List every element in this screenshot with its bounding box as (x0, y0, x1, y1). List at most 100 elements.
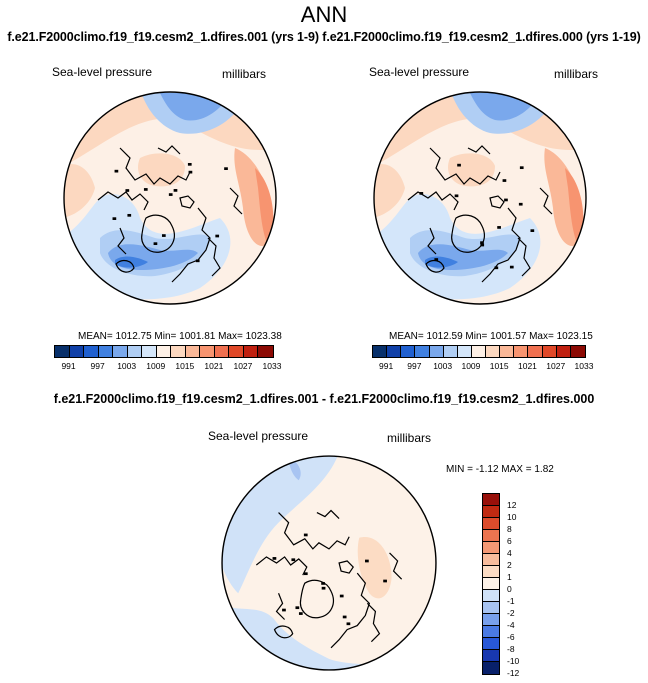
cases-header: f.e21.F2000climo.f19_f19.cesm2_1.dfires.… (7, 30, 641, 44)
map-boundary (63, 91, 277, 305)
colorbar-tick-label: 1009 (146, 361, 166, 371)
colorbar-swatch (55, 346, 70, 357)
island-mark (298, 612, 303, 615)
coastline-path (539, 187, 553, 215)
coastline-path (316, 509, 340, 520)
colorbar-swatch (483, 566, 499, 578)
island-mark (346, 622, 351, 626)
island-mark (114, 169, 119, 173)
colorbar-tick-label: 1009 (461, 361, 481, 371)
figure-title: ANN (300, 2, 348, 27)
colorbar-swatch (500, 346, 515, 357)
coastline-path (97, 191, 149, 211)
island-mark (419, 192, 424, 195)
colorbar-tick-label: 0 (507, 584, 512, 594)
colorbar-swatch (401, 346, 416, 357)
panel3-variable-label: Sea-level pressure (208, 429, 309, 443)
colorbar-swatch (142, 346, 157, 357)
contour-region (64, 164, 95, 218)
colorbar-swatch (483, 494, 499, 506)
coastlines (255, 509, 403, 649)
colorbar-tick-label: 1027 (233, 361, 253, 371)
colorbar-tick-label: 2 (507, 560, 512, 570)
island-mark (518, 202, 523, 206)
colorbar-swatch (483, 578, 499, 590)
colorbar-swatch (483, 662, 499, 674)
coastline-path (451, 214, 485, 253)
panel2-colorbar (372, 345, 586, 358)
coastline-path (425, 259, 445, 273)
island-mark (295, 606, 300, 610)
colorbar-swatch (113, 346, 128, 357)
colorbar-tick-label: 1021 (517, 361, 537, 371)
contour-region (425, 256, 458, 268)
difference-polar-map (221, 455, 437, 671)
colorbar-swatch (483, 506, 499, 518)
map-fill-layer (222, 456, 436, 670)
island-mark (188, 170, 193, 174)
colorbar-tick-label: -4 (507, 620, 515, 630)
colorbar-swatch (200, 346, 215, 357)
island-mark (519, 166, 524, 170)
island-mark (153, 242, 158, 246)
coastline-path (255, 556, 308, 576)
coastline-path (275, 593, 286, 620)
island-mark (303, 533, 308, 537)
coastline-path (141, 214, 175, 253)
island-mark (161, 234, 166, 237)
coastline-path (481, 207, 521, 283)
coastline-path (429, 147, 501, 185)
colorbar-swatch (457, 346, 472, 357)
map-fill-layer (374, 92, 586, 304)
colorbar-swatch (514, 346, 529, 357)
coastline-path (330, 572, 371, 649)
colorbar-tick-label: 6 (507, 536, 512, 546)
panel2-variable-label: Sea-level pressure (369, 65, 470, 79)
colorbar-swatch (483, 638, 499, 650)
island-mark (365, 559, 369, 563)
island-mark (224, 167, 228, 170)
coastline-path (427, 227, 437, 255)
island-mark (112, 217, 117, 220)
island-mark (187, 162, 192, 166)
island-mark (457, 163, 461, 167)
contour-region (374, 164, 405, 218)
difference-colorbar-ticks: 12 10 8 6 4 2 1 0 -1 -2 -4 -6 -8 -10 -12 (507, 493, 537, 678)
island-mark (339, 594, 344, 598)
panel3-stats: MIN = -1.12 MAX = 1.82 (446, 464, 554, 475)
island-mark (504, 198, 508, 202)
colorbar-tick-label: 8 (507, 524, 512, 534)
colorbar-swatch (486, 346, 501, 357)
coastline-path (389, 552, 403, 580)
island-mark (303, 572, 308, 576)
colorbar-swatch (243, 346, 259, 357)
panel1-colorbar (54, 345, 274, 358)
island-mark (195, 259, 200, 263)
colorbar-tick-label: -1 (507, 596, 515, 606)
island-mark (173, 189, 178, 192)
colorbar-tick-label: 991 (379, 361, 394, 371)
coastline-path (115, 259, 135, 273)
island-mark (530, 229, 535, 232)
island-mark (168, 193, 173, 196)
map-boundary (221, 455, 437, 671)
colorbar-swatch (443, 346, 458, 357)
panel2-colorbar-ticks: 991 997 1003 1009 1015 1021 1027 1033 (372, 361, 593, 373)
island-mark (321, 582, 325, 585)
island-mark (291, 558, 296, 562)
panel1-variable-label: Sea-level pressure (52, 65, 153, 79)
island-mark (502, 179, 507, 182)
colorbar-swatch (483, 590, 499, 602)
colorbar-swatch (471, 346, 486, 357)
contour-region (255, 168, 274, 248)
contour-region (115, 256, 148, 268)
colorbar-tick-label: -12 (507, 668, 520, 678)
colorbar-swatch (483, 542, 499, 554)
colorbar-swatch (373, 346, 388, 357)
island-mark (480, 241, 484, 245)
colorbar-tick-label: 1 (507, 572, 512, 582)
island-mark (272, 557, 277, 560)
panel1-units-label: millibars (222, 67, 267, 81)
coastline-path (179, 195, 195, 209)
island-mark (215, 234, 220, 238)
